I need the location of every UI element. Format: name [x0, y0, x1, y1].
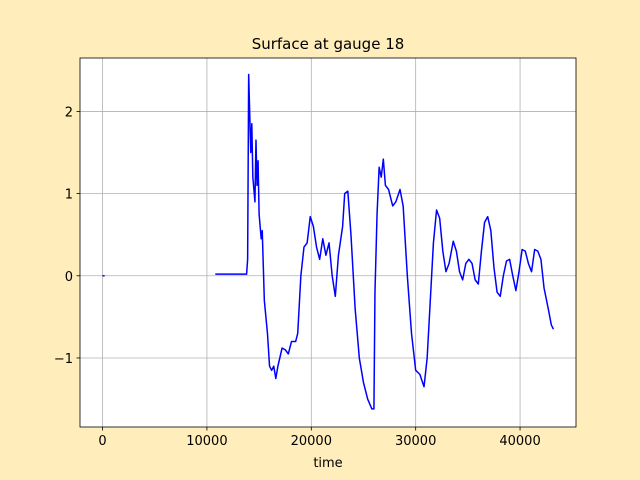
- y-tick-label: −1: [54, 352, 73, 367]
- y-tick-label: 2: [65, 105, 73, 120]
- axes-frame: [79, 57, 577, 428]
- x-tick-label: 0: [98, 434, 106, 449]
- plot-area: [80, 58, 576, 427]
- plot: [102, 73, 555, 410]
- data-line: [102, 73, 555, 410]
- y-tick-label: 0: [65, 270, 73, 285]
- chart-title: Surface at gauge 18: [252, 35, 405, 53]
- grid: [80, 58, 576, 427]
- y-tick-label: 1: [65, 188, 73, 203]
- x-tick-label: 20000: [291, 434, 332, 449]
- x-axis-label: time: [313, 456, 342, 471]
- ticks: 0 10000 20000 30000 40000 −1 0 1 2: [54, 105, 541, 449]
- x-tick-label: 30000: [395, 434, 436, 449]
- x-tick-label: 40000: [499, 434, 540, 449]
- x-tick-label: 10000: [186, 434, 227, 449]
